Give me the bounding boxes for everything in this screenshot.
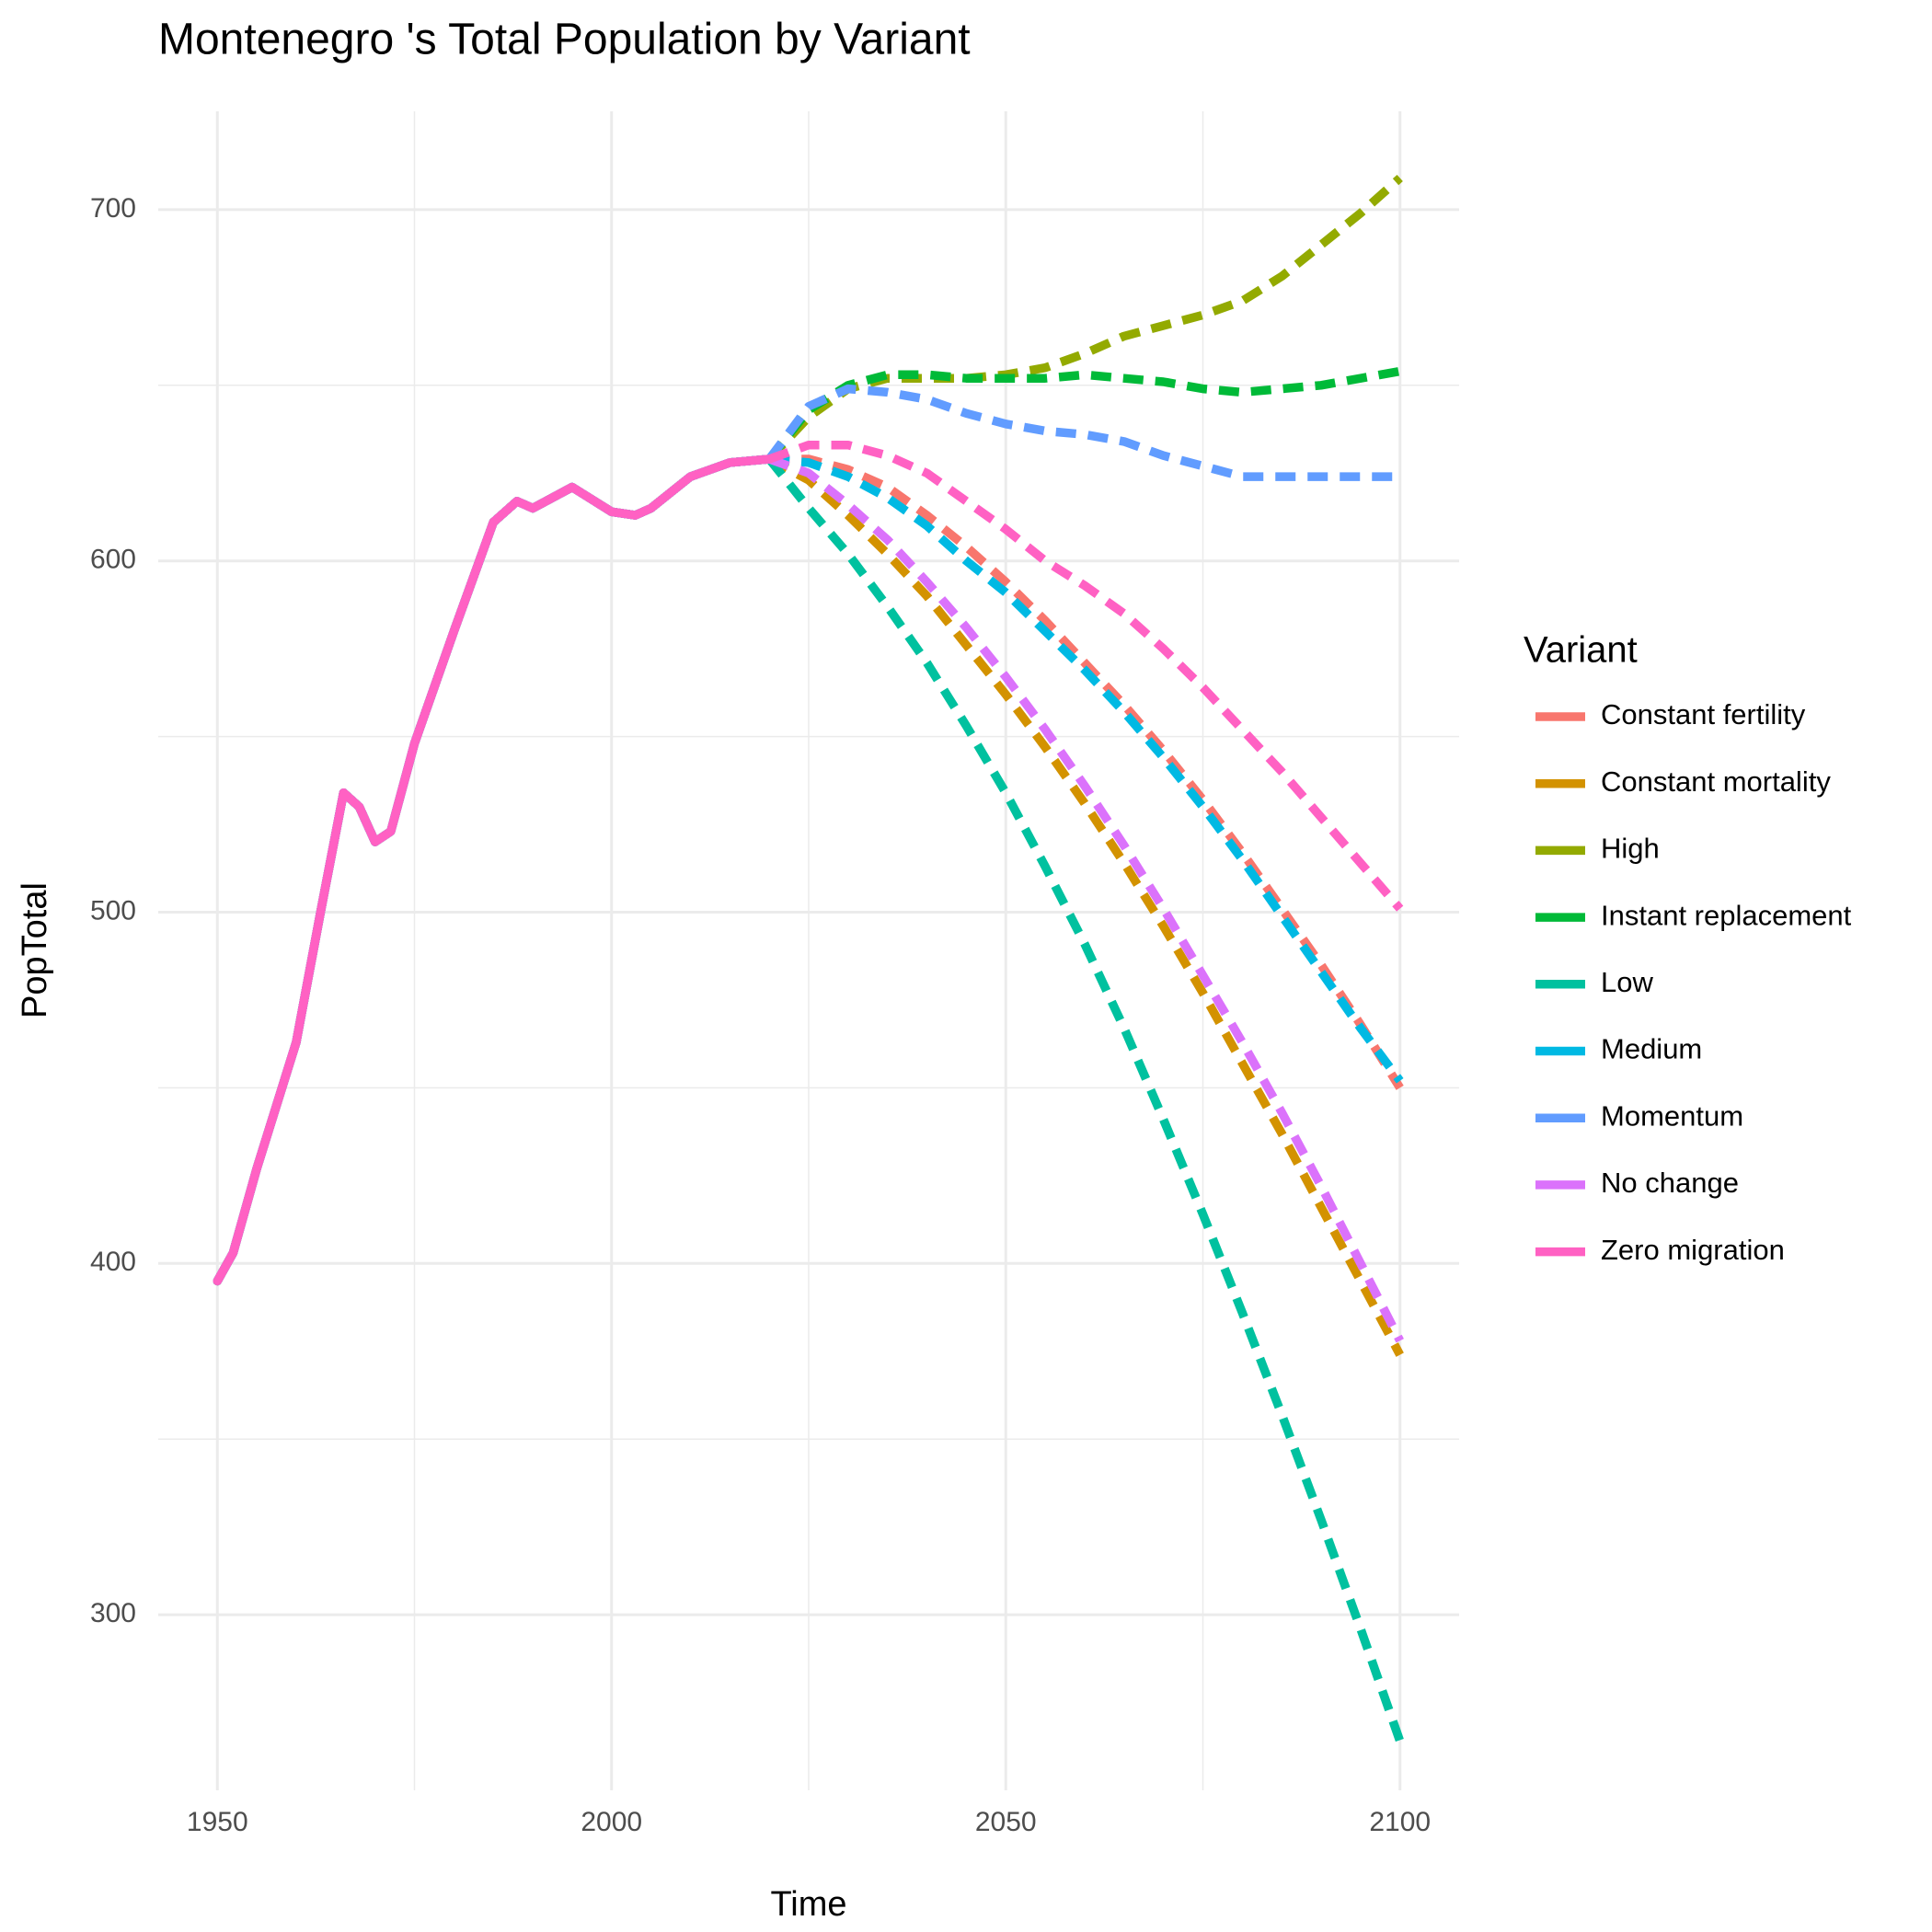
legend-label: High: [1601, 833, 1660, 865]
x-tick-label: 2100: [1369, 1807, 1431, 1837]
y-axis-title: PopTotal: [16, 882, 54, 1018]
y-tick-label: 500: [90, 895, 136, 926]
y-tick-label: 400: [90, 1247, 136, 1277]
legend-label: Zero migration: [1601, 1234, 1785, 1266]
history-line: [213, 454, 774, 1286]
legend-label: No change: [1601, 1167, 1739, 1199]
projection-line: [765, 174, 1403, 463]
chart-title: Montenegro 's Total Population by Varian…: [158, 16, 971, 64]
x-tick-label: 1950: [187, 1807, 248, 1837]
x-tick-label: 2050: [975, 1807, 1037, 1837]
history-line: [213, 454, 774, 1286]
history-line: [213, 454, 774, 1286]
projection-line: [766, 454, 1404, 1357]
y-tick-label: 300: [90, 1598, 136, 1628]
projection-line: [767, 454, 1404, 1343]
projection-line: [765, 456, 1405, 1743]
y-tick-label: 700: [90, 193, 136, 224]
legend-label: Low: [1601, 966, 1653, 998]
x-axis-title: Time: [770, 1885, 846, 1924]
projection-line: [767, 440, 1404, 912]
y-tick-label: 600: [90, 545, 136, 575]
legend-label: Medium: [1601, 1033, 1702, 1065]
history-line: [213, 454, 774, 1286]
history-line: [213, 454, 774, 1286]
legend-label: Constant fertility: [1601, 698, 1806, 730]
history-line: [213, 454, 774, 1286]
x-tick-label: 2000: [581, 1807, 642, 1837]
legend-title: Variant: [1524, 630, 1638, 671]
projection-line: [765, 384, 1400, 481]
projection-line: [765, 366, 1401, 462]
history-line: [213, 454, 774, 1286]
history-line: [213, 454, 774, 1286]
history-line: [213, 454, 774, 1286]
legend-label: Instant replacement: [1601, 899, 1852, 931]
projection-line: [769, 454, 1404, 1090]
legend-label: Momentum: [1601, 1099, 1743, 1132]
projection-line: [768, 454, 1404, 1084]
legend-label: Constant mortality: [1601, 765, 1831, 798]
